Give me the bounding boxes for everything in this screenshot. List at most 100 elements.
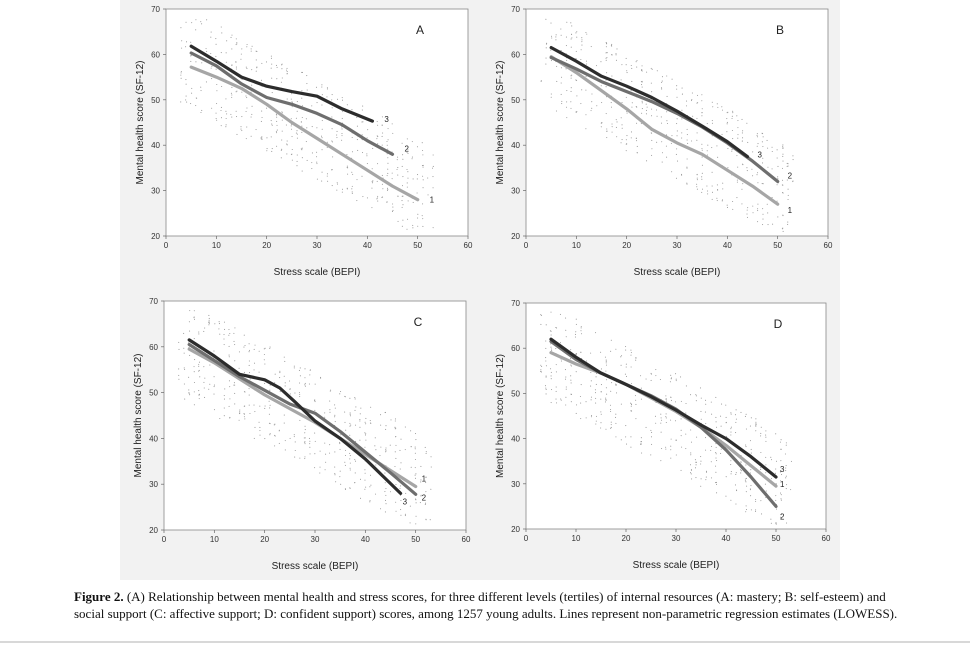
scatter-point — [785, 475, 787, 477]
scatter-point — [340, 434, 342, 436]
scatter-point — [193, 366, 195, 368]
scatter-point — [253, 348, 255, 351]
scatter-point — [767, 212, 769, 214]
scatter-point — [240, 58, 242, 60]
scatter-point — [570, 364, 572, 366]
scatter-point — [230, 36, 232, 39]
scatter-point — [762, 218, 764, 220]
scatter-point — [630, 354, 632, 356]
scatter-point — [303, 437, 305, 439]
scatter-point — [757, 208, 759, 210]
scatter-point — [735, 432, 737, 434]
scatter-point — [279, 372, 281, 374]
scatter-point — [375, 464, 377, 466]
scatter-point — [780, 513, 783, 515]
scatter-point — [198, 361, 201, 363]
scatter-point — [650, 429, 652, 431]
scatter-point — [376, 198, 378, 200]
scatter-point — [198, 369, 200, 371]
scatter-point — [559, 342, 562, 344]
scatter-point — [605, 359, 607, 361]
scatter-point — [203, 366, 205, 368]
scatter-point — [545, 43, 548, 45]
scatter-point — [344, 454, 347, 457]
scatter-point — [387, 172, 389, 175]
scatter-point — [298, 369, 300, 372]
scatter-point — [565, 317, 567, 319]
scatter-point — [221, 85, 223, 88]
scatter-point — [635, 137, 637, 139]
scatter-point — [760, 435, 762, 437]
scatter-point — [704, 449, 707, 451]
scatter-point — [741, 132, 743, 134]
scatter-point — [414, 458, 417, 461]
scatter-point — [291, 135, 293, 138]
scatter-point — [289, 437, 291, 439]
scatter-point — [571, 37, 573, 39]
scatter-point — [349, 412, 351, 414]
scatter-point — [590, 416, 593, 418]
panel-b-x-tick-label: 10 — [572, 241, 581, 250]
scatter-point — [183, 347, 185, 349]
scatter-point — [225, 61, 227, 63]
scatter-point — [611, 126, 613, 128]
scatter-point — [354, 460, 357, 462]
scatter-point — [281, 119, 283, 121]
scatter-point — [665, 145, 667, 147]
scatter-point — [241, 116, 243, 118]
scatter-point — [248, 360, 250, 362]
scatter-point — [651, 431, 653, 433]
panel-a-series-1-line — [189, 65, 420, 202]
scatter-point — [725, 404, 727, 406]
scatter-point — [611, 43, 613, 46]
scatter-point — [248, 372, 251, 374]
scatter-point — [685, 105, 688, 107]
scatter-point — [784, 453, 786, 455]
scatter-point — [361, 175, 363, 177]
scatter-point — [746, 167, 748, 169]
scatter-point — [417, 213, 419, 215]
scatter-point — [735, 409, 737, 411]
scatter-point — [686, 183, 688, 185]
scatter-point — [615, 413, 617, 415]
scatter-point — [570, 46, 572, 48]
panel-d-y-tick-label: 20 — [511, 525, 520, 534]
scatter-point — [721, 106, 723, 108]
scatter-point — [371, 181, 373, 183]
scatter-point — [605, 362, 607, 364]
scatter-point — [430, 488, 432, 490]
scatter-point — [595, 423, 597, 425]
scatter-point — [770, 522, 772, 524]
panel-a-x-tick-label: 0 — [164, 241, 169, 250]
scatter-point — [185, 99, 187, 101]
scatter-point — [315, 156, 318, 158]
scatter-point — [300, 121, 302, 123]
scatter-point — [550, 334, 552, 336]
scatter-point — [757, 203, 759, 205]
panel-c-x-tick-label: 50 — [411, 535, 420, 544]
scatter-point — [255, 59, 257, 61]
scatter-point — [260, 120, 262, 123]
scatter-point — [580, 384, 582, 386]
scatter-point — [785, 470, 787, 472]
scatter-point — [782, 230, 784, 232]
scatter-point — [716, 459, 718, 462]
scatter-point — [274, 382, 276, 384]
scatter-point — [580, 102, 582, 105]
scatter-point — [240, 128, 242, 130]
scatter-point — [555, 110, 557, 112]
scatter-point — [725, 421, 727, 423]
scatter-point — [641, 84, 643, 86]
scatter-point — [414, 467, 416, 469]
scatter-point — [382, 132, 384, 134]
scatter-point — [545, 388, 547, 391]
scatter-point — [299, 367, 301, 369]
scatter-point — [606, 130, 608, 132]
scatter-point — [351, 171, 353, 173]
scatter-point — [630, 352, 632, 354]
scatter-point — [425, 518, 427, 520]
scatter-point — [189, 354, 191, 356]
scatter-point — [395, 444, 397, 446]
panel-b-series-2-label: 2 — [788, 172, 793, 181]
